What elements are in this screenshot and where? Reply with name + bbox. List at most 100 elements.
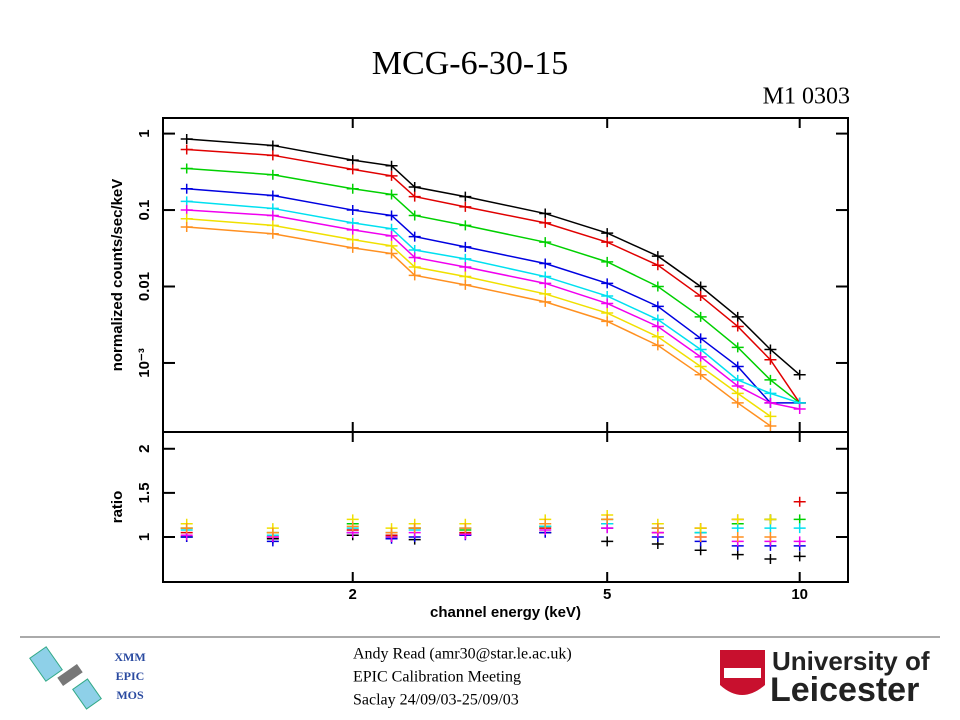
data-point [793, 536, 806, 547]
data-point [459, 271, 472, 282]
y-tick-label: 2 [136, 445, 153, 453]
data-point [764, 411, 777, 422]
data-point [180, 183, 193, 194]
data-point [408, 191, 421, 202]
data-point [346, 521, 359, 532]
data-point [601, 316, 614, 327]
data-point [408, 523, 421, 534]
data-point [694, 361, 707, 372]
data-point [266, 169, 279, 180]
data-point [385, 210, 398, 221]
data-point [266, 228, 279, 239]
data-point [266, 150, 279, 161]
data-point [694, 369, 707, 380]
model-line [186, 167, 801, 404]
data-point [385, 230, 398, 241]
data-point [459, 523, 472, 534]
data-point [793, 496, 806, 507]
data-point [651, 340, 664, 351]
data-point [731, 311, 744, 322]
y-tick-label: 1 [136, 533, 153, 541]
plot-panel: 1 0.1 0.01 10⁻³ normalized counts/sec/keV [109, 117, 849, 433]
data-point [539, 518, 552, 529]
data-point [651, 260, 664, 271]
data-point [793, 403, 806, 414]
data-point [764, 388, 777, 399]
model-line [186, 217, 771, 418]
y-tick-label: 1 [136, 129, 153, 137]
data-point [601, 523, 614, 534]
data-point [180, 163, 193, 174]
data-point [601, 237, 614, 248]
data-point [793, 551, 806, 562]
data-point [731, 523, 744, 534]
data-point [731, 397, 744, 408]
data-point [793, 514, 806, 525]
data-point [180, 196, 193, 207]
data-point [346, 242, 359, 253]
data-point [694, 333, 707, 344]
data-point [601, 278, 614, 289]
y-tick-label: 10⁻³ [136, 348, 153, 378]
data-point [459, 241, 472, 252]
data-point [180, 523, 193, 534]
data-point [764, 420, 777, 431]
data-point [539, 208, 552, 219]
data-point [731, 549, 744, 560]
x-tick-label: 2 [349, 586, 357, 603]
data-point [346, 224, 359, 235]
footer-left: XMM [114, 650, 145, 664]
data-point [651, 523, 664, 534]
data-point [601, 536, 614, 547]
y-tick-label: 1.5 [136, 482, 153, 503]
y-tick-label: 0.1 [136, 200, 153, 221]
data-point [731, 361, 744, 372]
plot-frame [162, 431, 849, 583]
data-point [764, 523, 777, 534]
data-point [793, 523, 806, 534]
data-point [694, 311, 707, 322]
data-point [459, 261, 472, 272]
model-line [186, 148, 801, 404]
data-point [408, 270, 421, 281]
y-axis-label: normalized counts/sec/keV [109, 179, 126, 372]
footer-center: Andy Read (amr30@star.le.ac.uk) [353, 646, 572, 663]
data-point [764, 344, 777, 355]
satellite-icon [29, 646, 102, 710]
x-tick-label: 10 [791, 586, 808, 603]
data-point [539, 258, 552, 269]
data-point [539, 296, 552, 307]
data-point [601, 256, 614, 267]
x-tick-label: 5 [603, 586, 611, 603]
footer-left: EPIC [116, 669, 145, 683]
data-point [459, 201, 472, 212]
data-point [346, 183, 359, 194]
data-point [385, 248, 398, 259]
data-point [408, 252, 421, 263]
data-point [731, 532, 744, 542]
data-point [346, 205, 359, 216]
data-point [764, 532, 777, 542]
model-line [186, 209, 800, 410]
data-point [385, 160, 398, 171]
data-point [385, 170, 398, 181]
data-point [346, 164, 359, 175]
data-point [731, 342, 744, 353]
data-point [539, 278, 552, 289]
data-point [601, 514, 614, 525]
data-point [793, 369, 806, 380]
plot-panel: 1 1.5 2 2 5 10 ratio channel energy (keV) [109, 118, 849, 621]
data-point [459, 220, 472, 231]
data-point [539, 217, 552, 228]
data-point [180, 205, 193, 216]
data-point [694, 532, 707, 542]
university-shield [720, 650, 765, 695]
data-point [408, 231, 421, 242]
model-line [186, 226, 771, 427]
data-point [408, 261, 421, 272]
data-point [764, 354, 777, 365]
logo-text: University of [772, 646, 930, 676]
data-point [731, 321, 744, 332]
data-point [651, 321, 664, 332]
